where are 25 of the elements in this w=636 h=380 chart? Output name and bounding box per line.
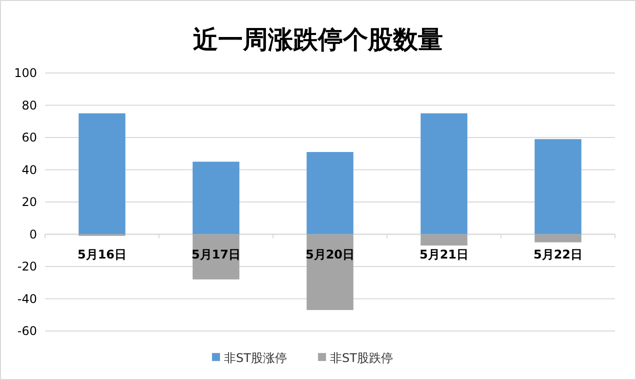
y-tick-label: -60 bbox=[17, 324, 37, 338]
y-tick-label: 100 bbox=[14, 66, 37, 80]
y-tick-label: 0 bbox=[29, 227, 37, 242]
bar bbox=[420, 234, 468, 246]
x-tick-label: 5月20日 bbox=[305, 247, 355, 262]
bar bbox=[78, 113, 126, 234]
x-tick-label: 5月22日 bbox=[533, 247, 583, 262]
y-tick-label: 20 bbox=[22, 195, 37, 209]
legend-label: 非ST股涨停 bbox=[224, 351, 287, 365]
x-tick-label: 5月17日 bbox=[191, 247, 241, 262]
y-tick-label: 40 bbox=[22, 162, 37, 177]
bar bbox=[534, 234, 582, 242]
bar bbox=[306, 234, 354, 310]
x-tick-label: 5月16日 bbox=[77, 247, 127, 262]
bar bbox=[192, 162, 240, 234]
chart-title: 近一周涨跌停个股数量 bbox=[193, 25, 443, 54]
legend-label: 非ST股跌停 bbox=[330, 351, 393, 365]
y-tick-label: -20 bbox=[17, 260, 37, 274]
bar bbox=[306, 152, 354, 234]
bar bbox=[420, 113, 468, 234]
y-tick-label: -40 bbox=[17, 292, 37, 306]
y-tick-label: 80 bbox=[22, 98, 37, 112]
x-tick-label: 5月21日 bbox=[419, 247, 469, 262]
bar bbox=[534, 139, 582, 234]
y-tick-label: 60 bbox=[22, 130, 37, 144]
